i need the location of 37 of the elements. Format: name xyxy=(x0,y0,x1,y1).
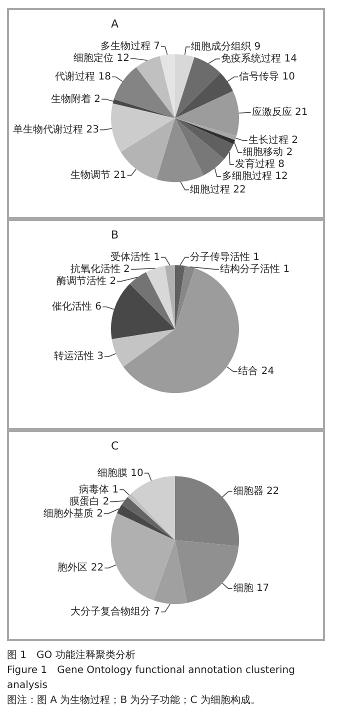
slice-label: 转运活性 3 xyxy=(54,350,104,362)
slice-label: 结构分子活性 1 xyxy=(220,262,290,275)
caption: 图 1 GO 功能注释聚类分析 xyxy=(7,648,136,663)
slice-label: 细胞过程 22 xyxy=(190,183,246,196)
slice-label: 应激反应 21 xyxy=(252,106,308,118)
slice-label: 抗氧化活性 2 xyxy=(70,262,130,275)
slice-label: 单生物代谢过程 23 xyxy=(13,123,99,136)
chart-title: A xyxy=(111,17,119,30)
slice-label: 细胞移动 2 xyxy=(243,146,293,158)
chart-title: C xyxy=(111,439,119,452)
slice-label: 细胞外基质 2 xyxy=(43,507,104,520)
slice-label: 信号传导 10 xyxy=(239,70,295,82)
slice-label: 胞外区 22 xyxy=(58,562,104,574)
slice-label: 分子传导活性 1 xyxy=(190,250,260,263)
slice-label: 多细胞过程 12 xyxy=(222,170,288,182)
text: 图注：图 A 为生物过程；B 为分子功能；C 为细胞构成。 xyxy=(7,694,262,708)
chart-title: B xyxy=(111,228,119,242)
slice-label: 免疫系统过程 14 xyxy=(221,52,297,65)
slice-label: 受体活性 1 xyxy=(110,250,160,263)
slice-label: 膜蛋白 2 xyxy=(70,495,110,508)
slice-label: 细胞定位 12 xyxy=(74,52,130,64)
slice-label: 生物调节 21 xyxy=(70,168,126,181)
slice-label: 多生物过程 7 xyxy=(100,40,160,52)
slice-label: 细胞成分组织 9 xyxy=(191,40,261,53)
slice-label: 代谢过程 18 xyxy=(54,70,111,82)
slice-label: 病毒体 1 xyxy=(79,483,119,496)
slice-label: 细胞膜 10 xyxy=(97,466,144,479)
slice-label: 生长过程 2 xyxy=(248,134,298,146)
caption: Figure 1 Gene Ontology functional annotation clustering analysis xyxy=(7,664,296,693)
slice-label: 细胞器 22 xyxy=(233,485,280,498)
slice-label: 细胞 17 xyxy=(233,582,270,594)
slice-label: 生物附着 2 xyxy=(50,92,101,105)
slice-label: 结合 24 xyxy=(238,365,274,378)
slice-label: 酶调节活性 2 xyxy=(56,274,116,287)
slice-label: 催化活性 6 xyxy=(52,300,102,312)
slice-label: 发育过程 8 xyxy=(234,158,285,170)
slice-label: 大分子复合物组分 7 xyxy=(70,605,160,618)
